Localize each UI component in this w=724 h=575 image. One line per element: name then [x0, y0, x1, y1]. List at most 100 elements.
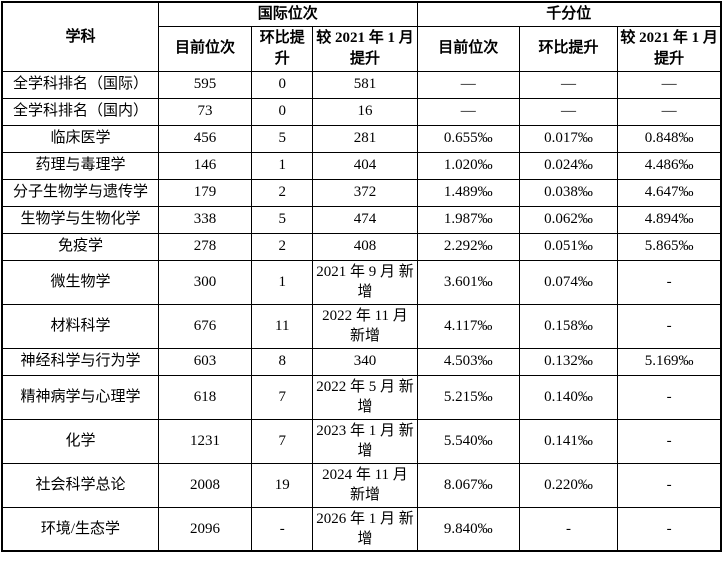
data-cell: 278 [157, 232, 253, 261]
data-cell: — [416, 70, 520, 99]
subject-cell: 材料科学 [1, 303, 159, 349]
data-cell: 1.489‰ [416, 178, 520, 207]
table-header-row-subcolumns: 目前位次 环比提升 较 2021 年 1 月提升 目前位次 环比提升 较 202… [2, 25, 722, 72]
data-cell: 338 [157, 205, 253, 234]
data-cell: 8.067‰ [416, 462, 520, 508]
subheader-mom-improvement-permille: 环比提升 [518, 25, 619, 72]
table-row: 社会科学总论 2008 19 2024 年 11 月 新增 8.067‰ 0.2… [1, 462, 722, 508]
data-cell: 0.158‰ [518, 303, 619, 349]
data-cell: — [617, 70, 722, 99]
table-header-row-groups: 学科 国际位次 千分位 [1, 1, 722, 72]
data-cell: 2 [251, 178, 314, 207]
data-cell: 2096 [157, 506, 253, 552]
data-cell: 1 [251, 259, 314, 305]
data-cell: - [617, 303, 722, 349]
data-cell: 0 [251, 97, 314, 126]
group-header-international-rank: 国际位次 [157, 1, 418, 27]
data-cell: — [518, 97, 619, 126]
data-cell: 408 [312, 232, 418, 261]
subject-cell: 全学科排名（国内） [1, 97, 159, 126]
data-cell: 0 [251, 70, 314, 99]
data-cell: 4.486‰ [617, 151, 722, 180]
data-cell: 2023 年 1 月 新增 [312, 418, 418, 464]
subject-cell: 精神病学与心理学 [1, 374, 159, 420]
data-cell: 300 [157, 259, 253, 305]
data-cell: - [617, 506, 722, 552]
table-row: 生物学与生物化学 338 5 474 1.987‰ 0.062‰ 4.894‰ [1, 205, 722, 234]
data-cell: 5.865‰ [617, 232, 722, 261]
data-cell: - [518, 506, 619, 552]
data-cell: 19 [251, 462, 314, 508]
data-cell: 146 [157, 151, 253, 180]
table-row: 药理与毒理学 146 1 404 1.020‰ 0.024‰ 4.486‰ [1, 151, 722, 180]
data-cell: 5.540‰ [416, 418, 520, 464]
subheader-current-rank-permille: 目前位次 [416, 25, 520, 72]
data-cell: — [617, 97, 722, 126]
table-row: 精神病学与心理学 618 7 2022 年 5 月 新增 5.215‰ 0.14… [1, 374, 722, 420]
subject-cell: 临床医学 [1, 124, 159, 153]
data-cell: 0.074‰ [518, 259, 619, 305]
data-cell: 0.848‰ [617, 124, 722, 153]
data-cell: 5 [251, 205, 314, 234]
data-cell: 618 [157, 374, 253, 420]
data-cell: 0.140‰ [518, 374, 619, 420]
data-cell: 1.987‰ [416, 205, 520, 234]
data-cell: 7 [251, 374, 314, 420]
subheader-vs-jan2021-permille: 较 2021 年 1 月提升 [617, 25, 722, 72]
data-cell: 2022 年 5 月 新增 [312, 374, 418, 420]
data-cell: 5.215‰ [416, 374, 520, 420]
data-cell: 0.220‰ [518, 462, 619, 508]
table-row: 环境/生态学 2096 - 2026 年 1 月 新增 9.840‰ - - [1, 506, 722, 552]
data-cell: - [617, 259, 722, 305]
data-cell: — [416, 97, 520, 126]
subject-cell: 药理与毒理学 [1, 151, 159, 180]
data-cell: 4.647‰ [617, 178, 722, 207]
subheader-current-rank-intl: 目前位次 [157, 25, 253, 72]
data-cell: 1231 [157, 418, 253, 464]
data-cell: 603 [157, 347, 253, 376]
data-cell: 2021 年 9 月 新增 [312, 259, 418, 305]
table-row: 临床医学 456 5 281 0.655‰ 0.017‰ 0.848‰ [1, 124, 722, 153]
subject-cell: 免疫学 [1, 232, 159, 261]
subject-cell: 分子生物学与遗传学 [1, 178, 159, 207]
table-row: 化学 1231 7 2023 年 1 月 新增 5.540‰ 0.141‰ - [1, 418, 722, 464]
data-cell: 179 [157, 178, 253, 207]
table-row: 微生物学 300 1 2021 年 9 月 新增 3.601‰ 0.074‰ - [1, 259, 722, 305]
data-cell: - [617, 374, 722, 420]
data-cell: 73 [157, 97, 253, 126]
data-cell: 9.840‰ [416, 506, 520, 552]
subject-cell: 社会科学总论 [1, 462, 159, 508]
data-cell: 340 [312, 347, 418, 376]
data-cell: - [251, 506, 314, 552]
data-cell: 595 [157, 70, 253, 99]
subject-cell: 全学科排名（国际） [1, 70, 159, 99]
data-cell: 8 [251, 347, 314, 376]
data-cell: 0.062‰ [518, 205, 619, 234]
data-cell: 404 [312, 151, 418, 180]
table-row: 神经科学与行为学 603 8 340 4.503‰ 0.132‰ 5.169‰ [1, 347, 722, 376]
data-cell: 2024 年 11 月 新增 [312, 462, 418, 508]
data-cell: 2.292‰ [416, 232, 520, 261]
data-cell: 281 [312, 124, 418, 153]
table-row: 免疫学 278 2 408 2.292‰ 0.051‰ 5.865‰ [1, 232, 722, 261]
table-row: 材料科学 676 11 2022 年 11 月 新增 4.117‰ 0.158‰… [1, 303, 722, 349]
data-cell: 0.655‰ [416, 124, 520, 153]
data-cell: 2008 [157, 462, 253, 508]
data-cell: 581 [312, 70, 418, 99]
group-header-permille: 千分位 [416, 1, 722, 27]
subheader-vs-jan2021-intl: 较 2021 年 1 月提升 [312, 25, 418, 72]
data-cell: 0.024‰ [518, 151, 619, 180]
data-cell: 5.169‰ [617, 347, 722, 376]
data-cell: 2022 年 11 月 新增 [312, 303, 418, 349]
data-cell: 372 [312, 178, 418, 207]
subject-column-header: 学科 [1, 1, 159, 72]
data-cell: 0.038‰ [518, 178, 619, 207]
data-cell: 4.503‰ [416, 347, 520, 376]
data-cell: 676 [157, 303, 253, 349]
data-cell: 1 [251, 151, 314, 180]
subheader-mom-improvement-intl: 环比提升 [251, 25, 314, 72]
table-row: 全学科排名（国内） 73 0 16 — — — [1, 97, 722, 126]
data-cell: - [617, 418, 722, 464]
subject-cell: 微生物学 [1, 259, 159, 305]
